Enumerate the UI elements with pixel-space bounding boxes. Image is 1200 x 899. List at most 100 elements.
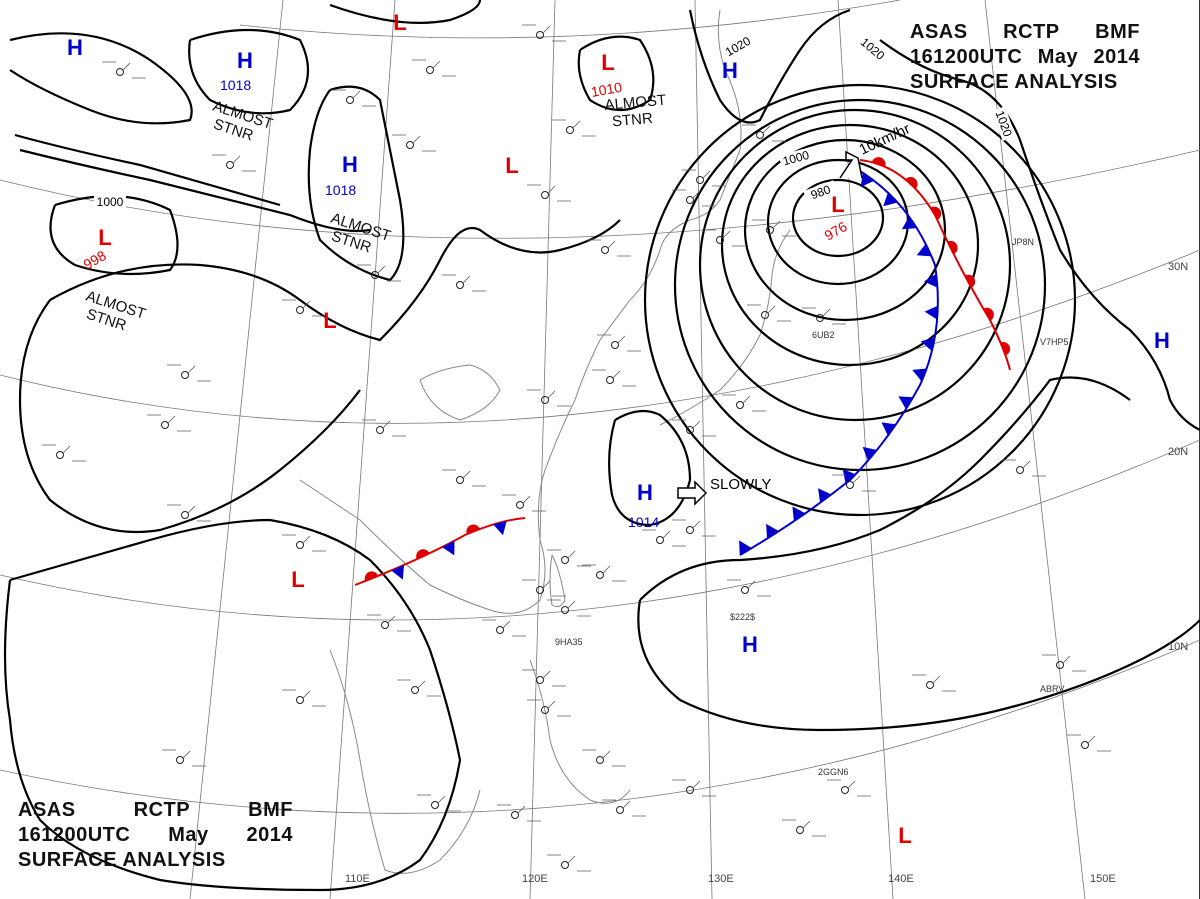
wind-barb-icon xyxy=(377,265,386,274)
wind-barb-icon xyxy=(692,420,701,429)
station-circle-icon xyxy=(606,376,614,384)
station-circle-icon xyxy=(516,501,524,509)
wind-barb-icon xyxy=(622,800,631,809)
wind-barb-icon xyxy=(692,520,701,529)
meridian-100e xyxy=(189,0,284,899)
station-code-label: V7HP5 xyxy=(1040,337,1069,347)
station-circle-icon xyxy=(656,536,664,544)
station-circle-icon xyxy=(496,626,504,634)
station-circle-icon xyxy=(611,341,619,349)
low-center-letter: L xyxy=(601,50,614,75)
warm-front-main xyxy=(859,159,1011,371)
station-code-label: $222$ xyxy=(730,612,755,622)
wind-barb-icon xyxy=(602,750,611,759)
parallel-10n xyxy=(0,639,1200,814)
station-circle-icon xyxy=(566,126,574,134)
wind-barb-icon xyxy=(522,495,531,504)
isobar-l998 xyxy=(49,195,179,276)
station-circle-icon xyxy=(161,421,169,429)
warm-front-semicircle-icon xyxy=(931,206,942,220)
center-pressure-value: 1014 xyxy=(628,514,659,530)
warm-front-semicircle-icon xyxy=(947,240,958,255)
wind-barb-icon xyxy=(462,470,471,479)
cold-front-triangle-icon xyxy=(766,523,779,539)
station-circle-icon xyxy=(561,606,569,614)
japan-coast xyxy=(659,229,791,426)
station-circle-icon xyxy=(541,706,549,714)
warm-front-semicircle-icon xyxy=(364,571,379,582)
station-circle-icon xyxy=(296,306,304,314)
station-circle-icon xyxy=(536,31,544,39)
title-line-3: SURFACE ANALYSIS xyxy=(18,849,226,871)
isobar-ring-4 xyxy=(720,123,980,367)
wind-barb-icon xyxy=(932,675,941,684)
title-line-1: ASAS RCTP BMF xyxy=(910,20,1140,45)
high-center-letter: H xyxy=(67,35,83,60)
meridian-110e xyxy=(329,0,396,899)
wind-barb-icon xyxy=(542,580,551,589)
warm-front-semicircle-icon xyxy=(983,307,994,321)
wind-barb-icon xyxy=(567,600,576,609)
wind-barb-icon xyxy=(542,670,551,679)
cold-front-triangle-icon xyxy=(391,564,405,580)
station-circle-icon xyxy=(601,246,609,254)
wind-barb-icon xyxy=(517,805,526,814)
wind-barb-icon xyxy=(692,190,701,199)
wind-barb-icon xyxy=(187,365,196,374)
station-circle-icon xyxy=(536,586,544,594)
station-circle-icon xyxy=(296,696,304,704)
isobar-ring-7 xyxy=(643,83,1077,517)
station-code-label: ABRV xyxy=(1040,684,1064,694)
wind-barb-icon xyxy=(1062,655,1071,664)
wind-barb-icon xyxy=(847,780,856,789)
isobar-h1018-b xyxy=(307,85,405,282)
wind-barb-icon xyxy=(547,700,556,709)
meridian-150e xyxy=(984,0,1086,899)
latitude-label: 20N xyxy=(1168,446,1188,458)
station-circle-icon xyxy=(536,676,544,684)
station-circle-icon xyxy=(716,236,724,244)
isobar-label-bg xyxy=(803,180,839,205)
parallel-40n xyxy=(0,149,1200,239)
low-center-letter: L xyxy=(393,10,406,35)
station-code-label: 2GGN6 xyxy=(818,767,849,777)
center-pressure-value: 1018 xyxy=(325,182,356,198)
parallel-20n xyxy=(0,439,1200,621)
high-center-letter: H xyxy=(342,152,358,177)
low-center-letter: L xyxy=(505,153,518,178)
center-motion-note: STNR xyxy=(611,110,653,131)
cold-front-triangle-icon xyxy=(739,540,752,556)
title-block-bottom-left: ASAS RCTP BMF 161200UTC May 2014 SURFACE… xyxy=(18,798,293,873)
high-center-letter: H xyxy=(1154,328,1170,353)
station-circle-icon xyxy=(686,426,694,434)
cold-front-triangle-icon xyxy=(916,243,932,257)
isobar-value-label: 980 xyxy=(809,182,833,202)
wind-barb-icon xyxy=(567,550,576,559)
station-circle-icon xyxy=(181,511,189,519)
wind-barb-icon xyxy=(612,370,621,379)
station-circle-icon xyxy=(176,756,184,764)
isobar-h1014 xyxy=(608,409,692,527)
wind-barb-icon xyxy=(767,305,776,314)
wind-barb-icon xyxy=(502,620,511,629)
title-month: May xyxy=(168,824,209,846)
station-circle-icon xyxy=(561,861,569,869)
low-center-letter: L xyxy=(323,308,336,333)
high-center-letter: H xyxy=(237,48,253,73)
china-coast xyxy=(299,339,601,614)
cold-front-main xyxy=(739,167,939,556)
wind-barb-icon xyxy=(747,580,756,589)
low-center-letter: L xyxy=(98,225,111,250)
station-circle-icon xyxy=(616,806,624,814)
isobar-l1010 xyxy=(577,35,655,111)
wind-barb-icon xyxy=(412,135,421,144)
isobar-1000-w2 xyxy=(14,133,281,207)
wind-barb-icon xyxy=(382,420,391,429)
station-circle-icon xyxy=(346,96,354,104)
wind-barb-icon xyxy=(722,230,731,239)
station-circle-icon xyxy=(686,786,694,794)
station-circle-icon xyxy=(511,811,519,819)
wind-barb-icon xyxy=(542,25,551,34)
taiwan-coast xyxy=(549,554,566,608)
isobar-label-bg xyxy=(720,32,756,61)
